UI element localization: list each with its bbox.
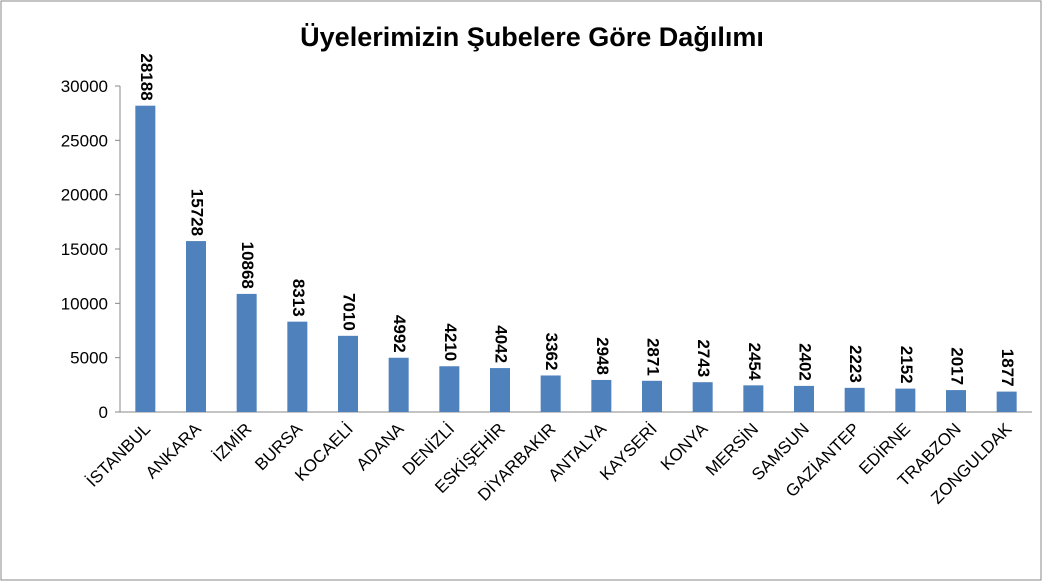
value-label: 2223 [846,345,865,383]
value-label: 3362 [542,333,561,371]
y-tick-label: 10000 [61,294,108,313]
value-label: 2017 [948,347,967,385]
value-label: 4042 [492,325,511,363]
y-tick-label: 25000 [61,131,108,150]
bar [186,241,206,412]
bar [540,375,561,412]
bar [439,366,460,412]
value-label: 2871 [644,338,663,376]
value-label: 8313 [289,279,308,317]
bar [743,385,764,412]
bar [388,357,409,412]
y-tick-label: 30000 [61,77,108,96]
bar [692,382,713,412]
bar [338,335,358,412]
value-label: 28188 [137,53,156,100]
value-label: 2454 [745,343,764,381]
bar [794,385,814,412]
value-label: 1877 [998,349,1017,387]
bar [996,391,1017,412]
value-label: 2152 [897,346,916,384]
value-label: 7010 [340,293,359,331]
bar [946,390,966,412]
value-label: 2948 [593,337,612,375]
bar [591,379,612,412]
bar [844,387,865,412]
bar [490,368,510,412]
bar [135,105,156,412]
y-tick-label: 5000 [70,349,108,368]
value-label: 2743 [694,339,713,377]
chart-title: Üyelerimizin Şubelere Göre Dağılımı [300,22,764,52]
value-label: 10868 [238,242,257,289]
y-tick-label: 20000 [61,186,108,205]
bar [287,321,308,412]
value-label: 4992 [390,315,409,353]
value-label: 2402 [796,343,815,381]
value-label: 15728 [188,189,207,236]
value-label: 4210 [441,323,460,361]
bar [236,293,257,412]
y-tick-label: 15000 [61,240,108,259]
y-tick-label: 0 [99,403,108,422]
bar [642,380,662,412]
bar [895,388,916,412]
